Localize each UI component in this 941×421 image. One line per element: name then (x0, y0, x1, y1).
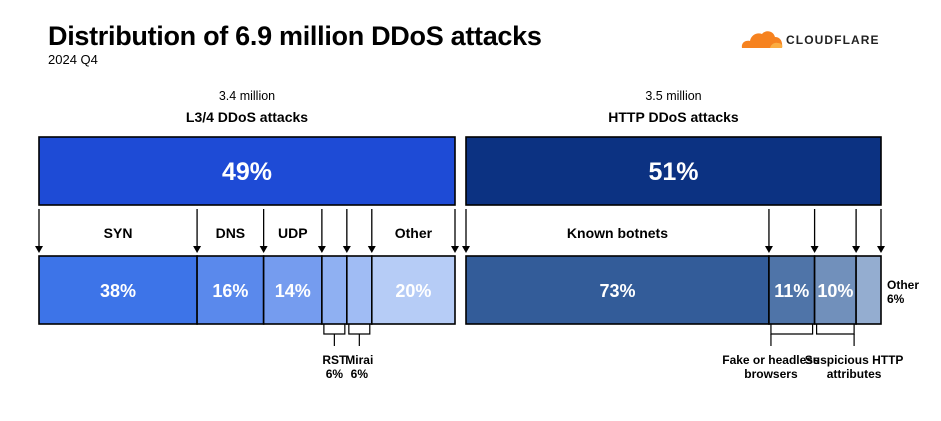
l3-4-ddos-attacks-divider-arrow-2 (259, 246, 268, 253)
http-ddos-attacks-share-label: 51% (648, 158, 698, 186)
http-ddos-attacks-segment-fake-or-headless-browsers-bracket (770, 324, 814, 335)
l3-4-ddos-attacks-divider-arrow-6 (451, 246, 459, 253)
l3-4-ddos-attacks-divider-arrow-0 (35, 246, 43, 253)
l3-4-ddos-attacks-segment-other-name-label: Other (395, 225, 433, 241)
http-ddos-attacks-segment-suspicious-http-attributes-bar (813, 255, 857, 325)
l3-4-ddos-attacks-segment-dns-bar (196, 255, 265, 325)
l3-4-ddos-attacks-segment-rst-bar (321, 255, 348, 325)
http-ddos-attacks-divider-arrow-1 (764, 246, 773, 253)
l3-4-ddos-attacks-segment-syn-name-label: SYN (104, 225, 133, 241)
l3-4-ddos-attacks-segment-rst-name-label: RST 6% (322, 353, 347, 381)
http-ddos-attacks-segment-fake-or-headless-browsers-name-label: Fake or headless browsers (722, 353, 820, 381)
l3-4-ddos-attacks-total-bar (38, 136, 456, 206)
http-ddos-attacks-segment-known-botnets-name-label: Known botnets (567, 225, 668, 241)
http-ddos-attacks-title: HTTP DDoS attacks (608, 109, 739, 125)
l3-4-ddos-attacks-segment-syn-value-label: 38% (100, 281, 136, 301)
http-ddos-attacks-total-bar (465, 136, 882, 206)
http-ddos-attacks-segment-other-name-label: Other 6% (887, 278, 919, 306)
http-ddos-attacks-segment-other-bar (855, 255, 882, 325)
l3-4-ddos-attacks-divider-arrow-1 (193, 246, 202, 253)
l3-4-ddos-attacks-divider-arrow-3 (317, 246, 326, 253)
cloudflare-logo: CLOUDFLARE (740, 28, 885, 52)
l3-4-ddos-attacks-segment-dns-name-label: DNS (216, 225, 246, 241)
http-ddos-attacks-segment-suspicious-http-attributes-name-label: Suspicious HTTP attributes (805, 353, 904, 381)
cloud-icon (741, 31, 783, 48)
http-ddos-attacks-segment-suspicious-http-attributes-value-label: 10% (817, 281, 853, 301)
http-ddos-attacks-divider-arrow-4 (877, 246, 885, 253)
l3-4-ddos-attacks-segment-mirai-bracket (348, 324, 371, 335)
http-ddos-attacks-segment-known-botnets-value-label: 73% (599, 281, 635, 301)
l3-4-ddos-attacks-segment-mirai-bar (346, 255, 373, 325)
http-ddos-attacks-divider-arrow-0 (462, 246, 470, 253)
l3-4-ddos-attacks-segment-dns-value-label: 16% (212, 281, 248, 301)
l3-4-ddos-attacks-segment-other-bar (370, 255, 456, 325)
l3-4-ddos-attacks-share-label: 49% (222, 158, 272, 186)
chart-title: Distribution of 6.9 million DDoS attacks (48, 21, 542, 51)
l3-4-ddos-attacks-segment-syn-bar (38, 255, 198, 325)
l3-4-ddos-attacks-segment-udp-name-label: UDP (278, 225, 308, 241)
l3-4-ddos-attacks-count-label: 3.4 million (219, 89, 275, 103)
http-ddos-attacks-count-label: 3.5 million (645, 89, 701, 103)
l3-4-ddos-attacks-segment-rst-bracket (323, 324, 346, 335)
http-ddos-attacks-segment-fake-or-headless-browsers-value-label: 11% (774, 281, 809, 301)
l3-4-ddos-attacks-divider-arrow-5 (367, 246, 376, 253)
l3-4-ddos-attacks-divider-arrow-4 (342, 246, 351, 253)
http-ddos-attacks-divider-arrow-3 (852, 246, 861, 253)
l3-4-ddos-attacks-segment-mirai-name-label: Mirai 6% (345, 353, 373, 381)
http-ddos-attacks-segment-suspicious-http-attributes-bracket (816, 324, 855, 335)
http-ddos-attacks-divider-arrow-2 (810, 246, 819, 253)
l3-4-ddos-attacks-title: L3/4 DDoS attacks (186, 109, 308, 125)
http-ddos-attacks-segment-known-botnets-bar (465, 255, 770, 325)
l3-4-ddos-attacks-segment-other-value-label: 20% (395, 281, 431, 301)
chart-subtitle: 2024 Q4 (48, 52, 98, 67)
l3-4-ddos-attacks-segment-udp-value-label: 14% (275, 281, 311, 301)
l3-4-ddos-attacks-segment-udp-bar (262, 255, 323, 325)
logo-text: CLOUDFLARE (786, 33, 880, 47)
http-ddos-attacks-segment-fake-or-headless-browsers-bar (768, 255, 816, 325)
